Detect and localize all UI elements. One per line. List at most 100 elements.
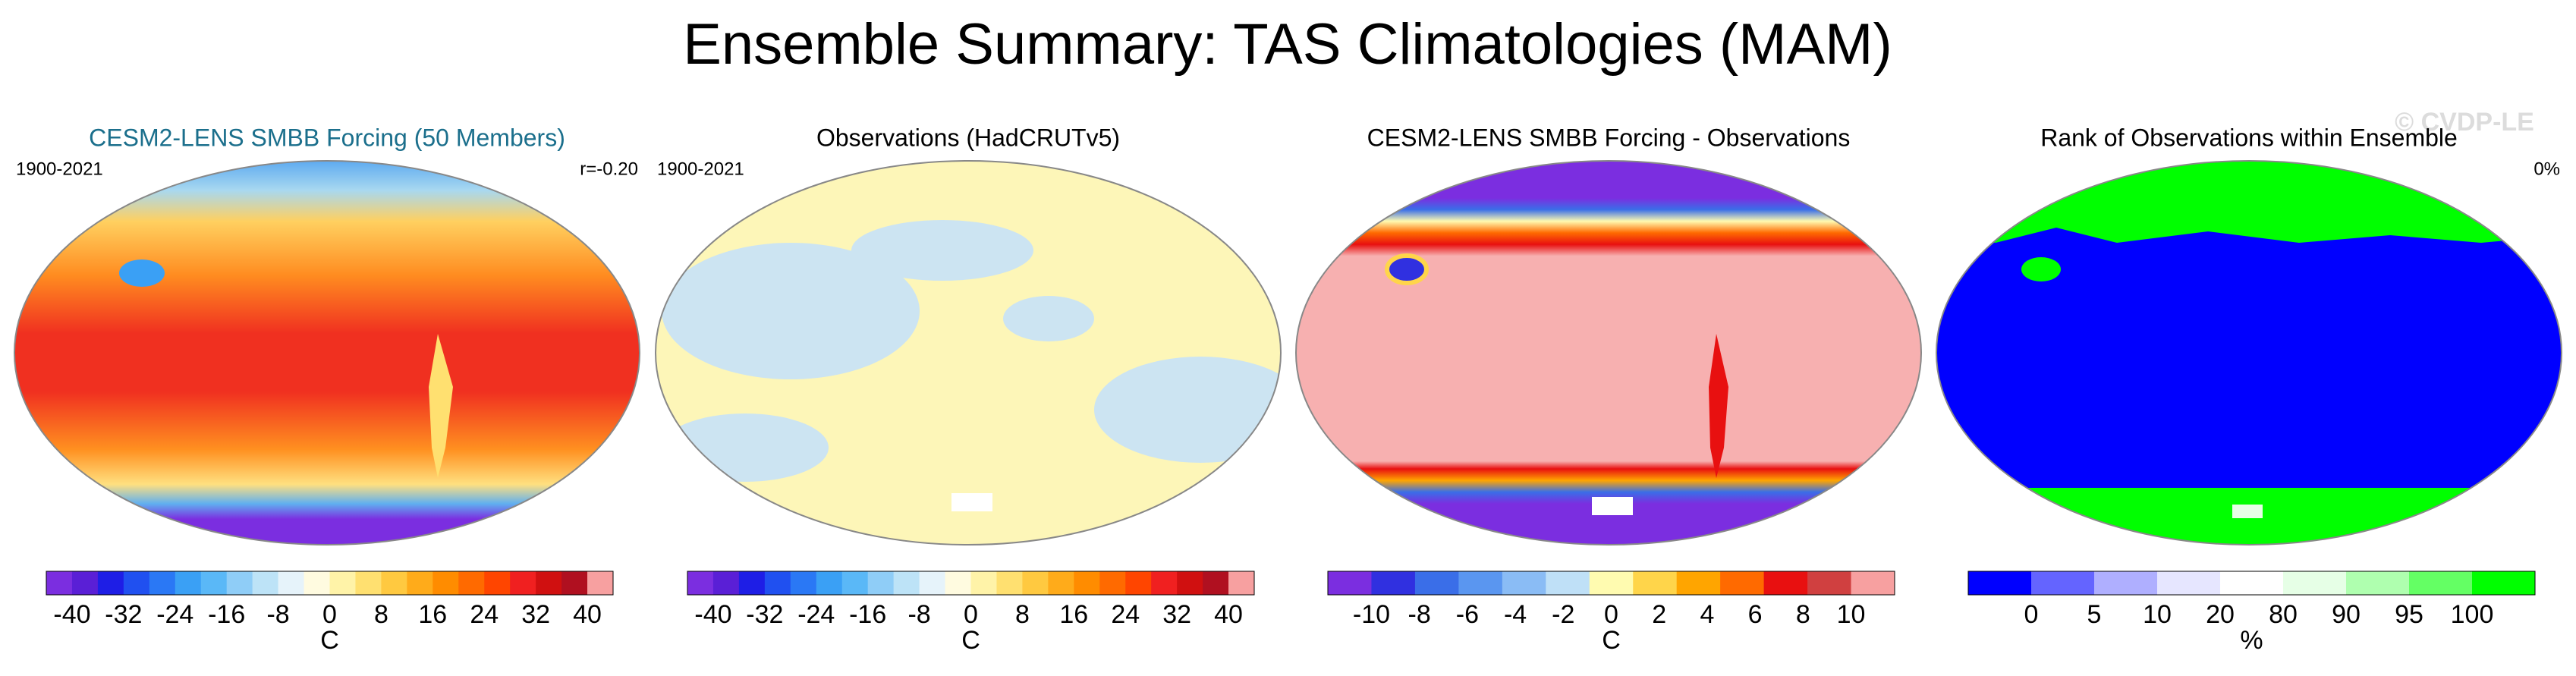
colorbar-swatch [252,571,279,595]
colorbar-swatch [1676,571,1721,595]
colorbar-tick-label: 24 [470,600,499,629]
colorbar-tick-label: -32 [746,600,783,629]
colorbar-frame [46,571,614,596]
colorbar-tick-label: 80 [2269,600,2298,629]
colorbar-swatch [1502,571,1546,595]
colorbar-tick-label: -8 [1408,600,1431,629]
colorbar-swatch [970,571,997,595]
colorbar-swatch [1763,571,1808,595]
colorbar-swatch [1720,571,1765,595]
colorbar-tick-label: -4 [1504,600,1527,629]
colorbar-frame [1327,571,1895,596]
colorbar-tick-label: 32 [1162,600,1191,629]
colorbar-swatch [536,571,562,595]
colorbar-tick-label: -8 [907,600,930,629]
colorbar-swatch [149,571,176,595]
colorbar-swatch [561,571,588,595]
colorbar-tick-label: 10 [2143,600,2172,629]
colorbar-swatch [1414,571,1459,595]
colorbar-swatch [381,571,407,595]
colorbar-tick-label: 6 [1748,600,1763,629]
colorbar-frame [687,571,1255,596]
colorbar-swatch [510,571,536,595]
panel-title: Rank of Observations within Ensemble [2040,124,2458,151]
colorbar-tick-label: 8 [1796,600,1810,629]
colorbar-swatch [712,571,740,595]
colorbar-tick-label: 90 [2332,600,2361,629]
stat-label: r=-0.20 [580,159,638,179]
colorbar-tick-label: 16 [418,600,447,629]
colorbar-swatch [1048,571,1074,595]
colorbar-swatch [2346,571,2410,595]
colorbar-tick-label: -6 [1456,600,1479,629]
colorbar-swatch [2094,571,2158,595]
colorbar-tick-label: -16 [849,600,886,629]
map [1936,160,2562,546]
colorbar-tick-label: -10 [1353,600,1390,629]
colorbar-swatch [175,571,202,595]
colorbar-swatch [687,571,714,595]
colorbar-swatch [1807,571,1852,595]
colorbar-tick-label: -24 [797,600,835,629]
colorbar-swatch [764,571,791,595]
colorbar-tick-label: 8 [1015,600,1030,629]
colorbar-swatch [226,571,253,595]
colorbar-tick-label: 100 [2451,600,2494,629]
colorbar-swatch [46,571,73,595]
colorbar-swatch [1125,571,1152,595]
colorbar-tick-label: 24 [1111,600,1140,629]
colorbar-swatch [867,571,895,595]
colorbar-tick-label: 0 [1604,600,1618,629]
colorbar-swatch [329,571,356,595]
colorbar-tick-label: 10 [1837,600,1866,629]
colorbar-swatch [1177,571,1203,595]
colorbar-tick-label: -2 [1552,600,1574,629]
colorbar-tick-label: 0 [964,600,978,629]
colorbar-swatch [1968,571,2032,595]
colorbar-swatch [432,571,459,595]
map [14,160,640,546]
colorbar-swatch [71,571,99,595]
colorbar-swatch [919,571,946,595]
colorbar-swatch [587,571,614,595]
colorbar-swatch [123,571,150,595]
colorbar-swatch [2409,571,2473,595]
colorbar-tick-label: 0 [2024,600,2039,629]
panel-title: CESM2-LENS SMBB Forcing (50 Members) [89,124,565,151]
colorbar-swatch [458,571,485,595]
colorbar-swatch [841,571,869,595]
colorbar-swatch [2157,571,2221,595]
colorbar-frame [1967,571,2536,596]
colorbar-swatch [1589,571,1634,595]
colorbar-tick-label: 0 [322,600,337,629]
stat-label: 0% [2534,159,2560,179]
colorbar-swatch [2220,571,2284,595]
colorbar-swatch [1458,571,1503,595]
colorbar-tick-label: -32 [105,600,142,629]
colorbar-swatch [1203,571,1229,595]
colorbar-swatch [1328,571,1372,595]
colorbar-swatch [816,571,843,595]
colorbar-swatch [2031,571,2095,595]
figure-title: Ensemble Summary: TAS Climatologies (MAM… [683,12,1892,77]
colorbar-tick-label: 4 [1700,600,1714,629]
colorbar-tick-label: -16 [208,600,245,629]
colorbar-tick-label: 16 [1059,600,1088,629]
panel-title: Observations (HadCRUTv5) [816,124,1120,151]
colorbar-swatch [1228,571,1255,595]
colorbar-swatch [97,571,124,595]
colorbar-unit: C [961,626,980,655]
colorbar-swatch [738,571,766,595]
colorbar-swatch [790,571,817,595]
colorbar-unit: C [320,626,339,655]
colorbar-tick-label: 40 [1214,600,1243,629]
colorbar-swatch [278,571,305,595]
colorbar-unit: C [1602,626,1621,655]
colorbar-tick-label: 95 [2395,600,2423,629]
colorbar-swatch [2472,571,2536,595]
colorbar-swatch [945,571,971,595]
colorbar-tick-label: -8 [266,600,289,629]
map [1295,160,1922,546]
colorbar-tick-label: 5 [2087,600,2102,629]
watermark: © CVDP-LE [2395,108,2534,137]
